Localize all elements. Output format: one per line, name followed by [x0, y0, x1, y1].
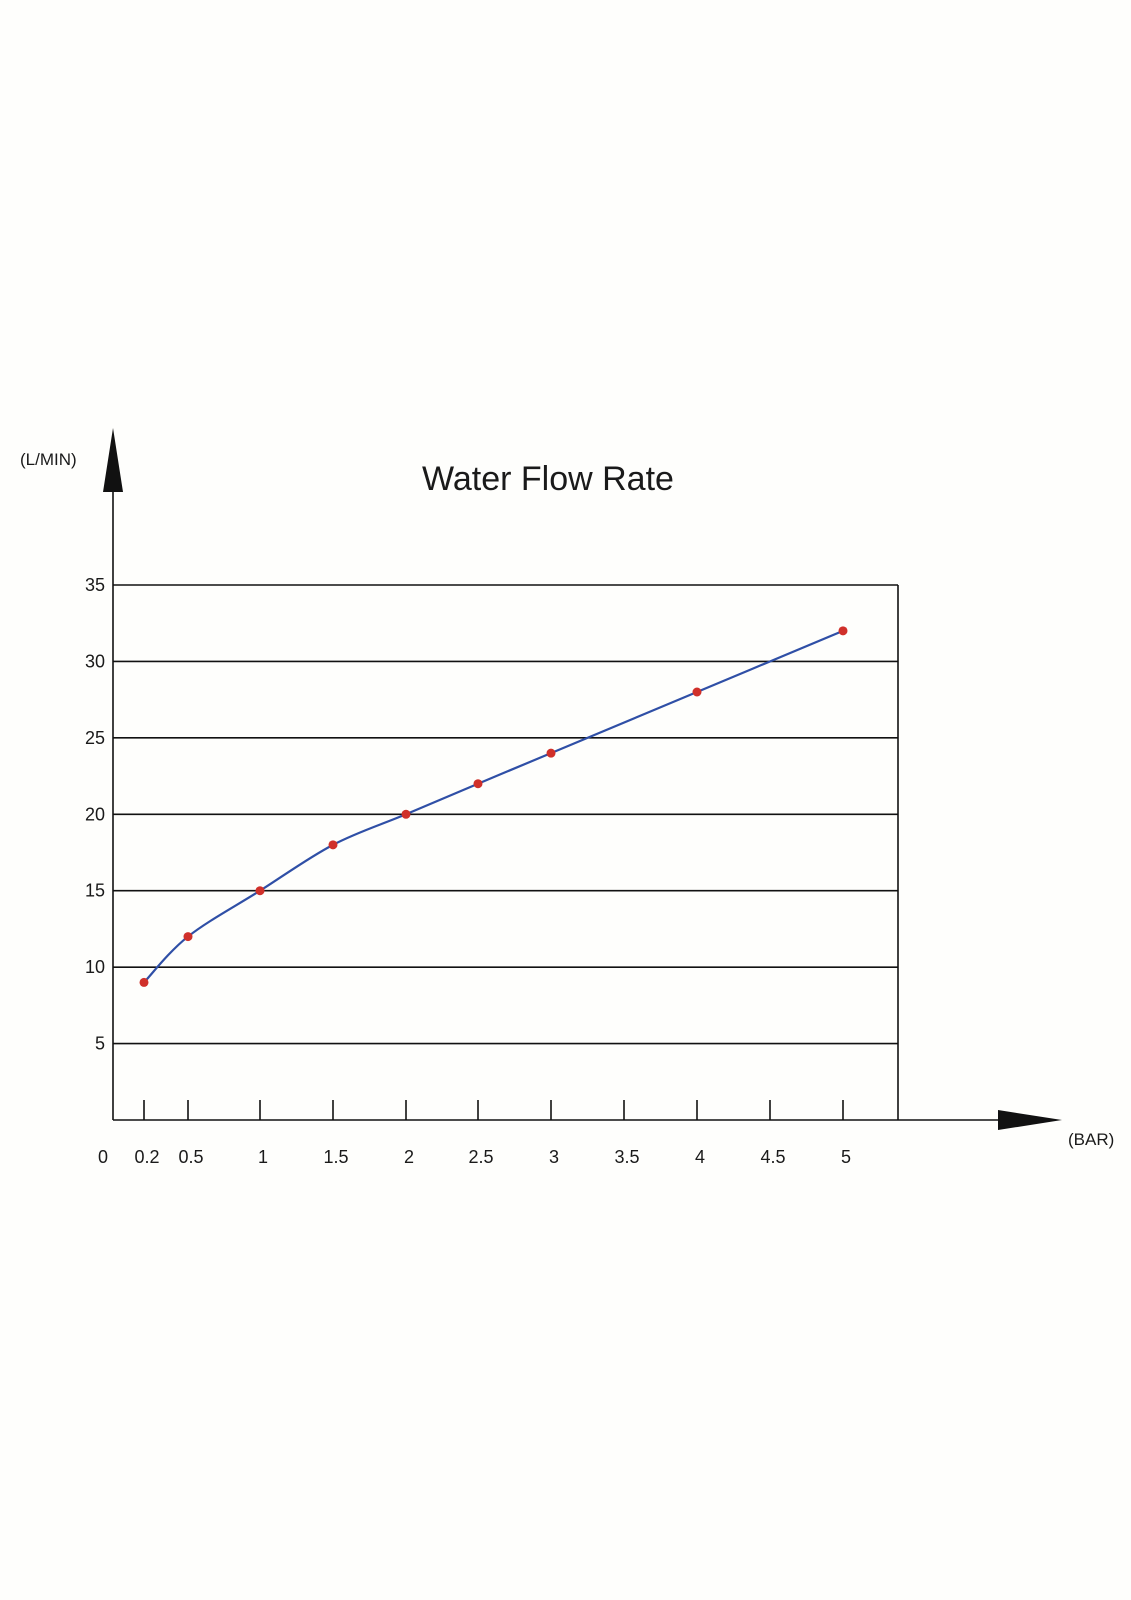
y-tick-label: 20 [85, 804, 105, 824]
y-tick-label: 35 [85, 575, 105, 595]
x-tick-label: 1.5 [323, 1147, 348, 1167]
x-tick-label: 1 [258, 1147, 268, 1167]
x-tick-label: 3.5 [614, 1147, 639, 1167]
data-point [473, 779, 483, 789]
gridlines [113, 584, 898, 1045]
data-point [546, 748, 556, 758]
y-tick-label: 15 [85, 881, 105, 901]
x-tick-label: 5 [841, 1147, 851, 1167]
x-tick-label: 2 [404, 1147, 414, 1167]
y-tick-label: 25 [85, 728, 105, 748]
series-group [139, 626, 848, 987]
axes [103, 428, 1062, 1130]
data-point [401, 809, 411, 819]
y-axis-arrow [103, 428, 123, 492]
x-axis-label: (BAR) [1068, 1130, 1114, 1149]
x-tick-label: 3 [549, 1147, 559, 1167]
data-point [328, 840, 338, 850]
data-point [183, 932, 193, 942]
data-point [139, 977, 149, 987]
x-tick-label: 0.5 [178, 1147, 203, 1167]
y-axis-ticks: 5 10 15 20 25 30 35 [85, 575, 105, 1054]
y-axis-label: (L/MIN) [20, 450, 77, 469]
x-axis-arrow [998, 1110, 1062, 1130]
x-tick-label: 4.5 [760, 1147, 785, 1167]
x-tick-label: 0.2 [134, 1147, 159, 1167]
chart-title: Water Flow Rate [422, 460, 674, 498]
series-line [143, 629, 844, 984]
y-tick-label: 30 [85, 651, 105, 671]
y-tick-label: 5 [95, 1034, 105, 1054]
data-point [838, 626, 848, 636]
x-tick-label: 2.5 [468, 1147, 493, 1167]
x-axis-ticks: 0.2 0.5 1 1.5 2 2.5 3 3.5 4 4.5 5 [134, 1100, 851, 1167]
data-point [692, 687, 702, 697]
origin-label: 0 [98, 1147, 108, 1167]
data-point [255, 886, 265, 896]
y-tick-label: 10 [85, 957, 105, 977]
x-tick-label: 4 [695, 1147, 705, 1167]
